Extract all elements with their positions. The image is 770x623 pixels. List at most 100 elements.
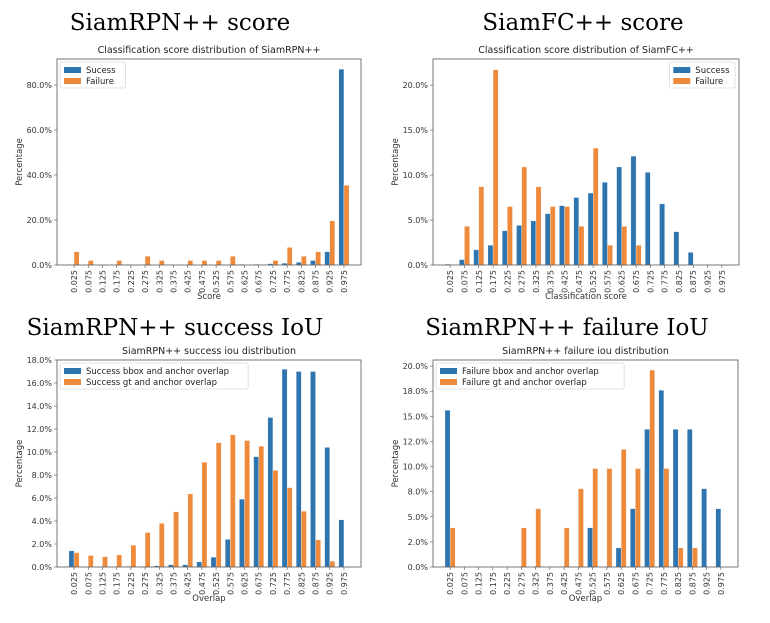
chart-panel-4: SiamRPN++ failure IoU SiamRPN++ failure i…	[391, 315, 739, 604]
legend-label: Success gt and anchor overlap	[86, 378, 217, 388]
bar-series2	[507, 206, 513, 266]
bar-series2	[535, 186, 542, 266]
x-tick-label: 0.025	[70, 270, 79, 293]
x-tick-label: 0.075	[84, 572, 93, 595]
y-tick-label: 20.0%	[403, 81, 429, 90]
x-tick-label: 0.225	[503, 270, 512, 293]
x-tick-label: 0.175	[489, 572, 498, 595]
x-tick-label: 0.025	[446, 270, 455, 293]
bar-series1	[645, 172, 651, 266]
x-tick-label: 0.675	[631, 572, 640, 595]
x-tick-label: 0.625	[618, 270, 627, 293]
bar-series1	[210, 557, 217, 568]
legend-label: Failure	[86, 77, 114, 87]
bar-series2	[272, 260, 279, 266]
y-tick-label: 60.0%	[27, 126, 53, 135]
chart-panel-1: SiamRPN++ score Classification score dist…	[15, 10, 362, 302]
bar-series2	[159, 523, 165, 568]
bar-series2	[621, 226, 628, 266]
x-tick-label: 0.575	[603, 572, 612, 595]
x-tick-label: 0.325	[532, 572, 541, 595]
bar-series2	[663, 468, 670, 568]
bar-series1	[253, 456, 259, 568]
legend-swatch-series1	[673, 67, 691, 73]
bar-series1	[644, 429, 650, 568]
y-tick-label: 18.0%	[403, 387, 429, 396]
bar-series2	[187, 493, 193, 568]
x-tick-label: 0.925	[326, 270, 335, 293]
bar-series1	[715, 508, 722, 568]
x-tick-label: 0.825	[297, 270, 306, 293]
y-tick-label: 20.0%	[27, 216, 53, 225]
x-tick-label: 0.125	[475, 270, 484, 293]
x-tick-label: 0.175	[113, 270, 122, 293]
x-tick-label: 0.825	[674, 572, 683, 595]
bar-series2	[343, 185, 350, 266]
x-tick-label: 0.825	[675, 270, 684, 293]
bar-series2	[144, 256, 151, 266]
bar-series2	[478, 186, 485, 266]
legend-swatch-series2	[64, 78, 81, 84]
x-tick-label: 0.425	[560, 572, 569, 595]
legend-swatch-series1	[64, 67, 81, 73]
legend-box	[435, 362, 625, 390]
bar-series1	[196, 561, 203, 568]
x-tick-label: 0.375	[546, 572, 555, 595]
x-tick-label: 0.075	[460, 270, 469, 293]
bar-series2	[521, 527, 527, 568]
y-tick-label: 5.0%	[408, 513, 429, 522]
x-tick-label: 0.675	[255, 270, 264, 293]
x-tick-label: 0.275	[141, 572, 150, 595]
x-tick-label: 0.325	[532, 270, 541, 293]
x-tick-label: 0.625	[241, 270, 250, 293]
bar-series1	[658, 389, 665, 568]
bar-series2	[649, 369, 655, 568]
bar-series2	[692, 547, 698, 568]
legend-label: Success bbox and anchor overlap	[86, 367, 229, 377]
y-tick-label: 16.0%	[27, 379, 53, 388]
x-axis-label: Overlap	[192, 594, 225, 604]
x-tick-label: 0.975	[340, 572, 349, 595]
x-tick-label: 0.525	[589, 572, 598, 595]
bar-series2	[315, 251, 321, 266]
bar-series1	[687, 429, 693, 568]
x-tick-label: 0.225	[127, 572, 136, 595]
y-tick-label: 0.0%	[32, 261, 53, 270]
panel-heading: SiamRPN++ failure IoU	[425, 315, 708, 341]
plot-frame	[432, 359, 739, 568]
x-tick-label: 0.775	[661, 270, 670, 293]
bar-series1	[587, 527, 593, 568]
panel-heading: SiamRPN++ success IoU	[27, 315, 324, 341]
bar-series2	[73, 552, 80, 568]
bar-series2	[144, 532, 151, 568]
x-tick-label: 0.925	[326, 572, 335, 595]
bar-series1	[68, 550, 75, 568]
x-tick-label: 0.125	[475, 572, 484, 595]
bar-series2	[315, 539, 321, 568]
bar-series2	[230, 434, 236, 568]
legend-box	[59, 362, 249, 390]
bar-series1	[225, 539, 231, 568]
bar-series1	[310, 371, 316, 568]
x-tick-label: 0.725	[269, 572, 278, 595]
bar-series1	[516, 225, 522, 266]
bar-series1	[530, 220, 537, 266]
bar-series1	[672, 429, 679, 568]
bar-series2	[88, 555, 94, 568]
x-tick-label: 0.875	[688, 572, 697, 595]
y-tick-label: 2.0%	[408, 538, 429, 547]
bar-series1	[324, 251, 330, 266]
bar-series2	[329, 220, 336, 266]
bar-series2	[449, 527, 456, 568]
bar-series1	[587, 192, 594, 266]
bar-series2	[592, 468, 598, 568]
bar-series1	[310, 260, 316, 266]
y-tick-label: 4.0%	[32, 517, 53, 526]
bar-series1	[673, 231, 680, 266]
panel-heading: SiamRPN++ score	[70, 10, 291, 36]
x-tick-label: 0.925	[703, 572, 712, 595]
y-tick-label: 8.0%	[408, 488, 429, 497]
x-tick-label: 0.575	[603, 270, 612, 293]
